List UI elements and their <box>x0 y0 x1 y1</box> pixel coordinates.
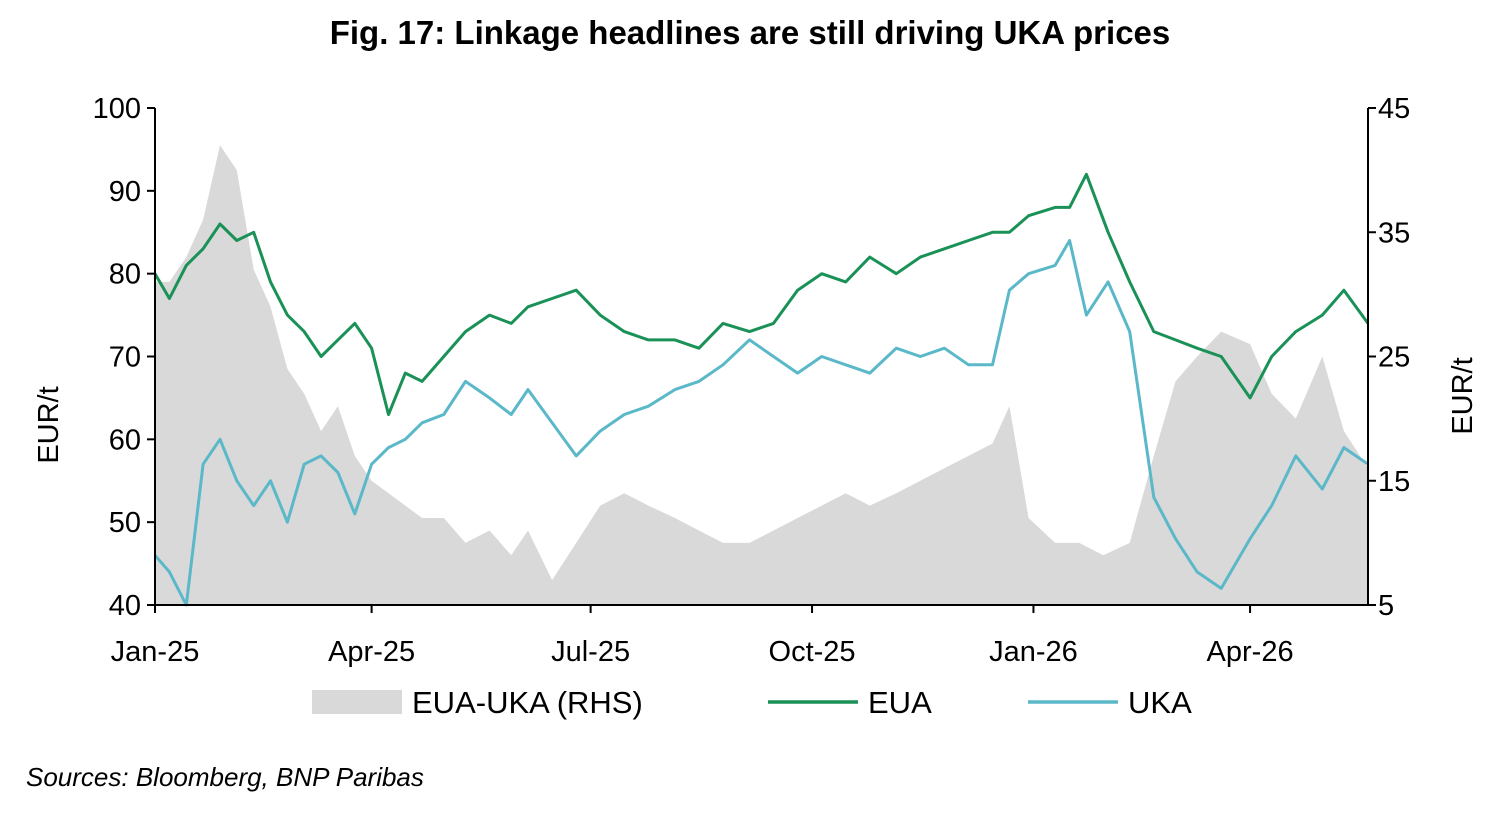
x-tick-label: Apr-25 <box>328 636 415 668</box>
price-lines-layer <box>153 172 1370 607</box>
x-tick-label: Jan-25 <box>111 636 200 668</box>
y2-tick-label: 5 <box>1378 590 1394 622</box>
y-tick-label: 60 <box>109 424 141 456</box>
legend-label-eua: EUA <box>868 685 932 720</box>
x-tick-label: Jan-26 <box>989 636 1078 668</box>
y-tick-label: 50 <box>109 507 141 539</box>
y2-axis-title: EUR/t <box>1447 357 1479 434</box>
series-line-eua <box>153 172 1370 416</box>
y-tick-label: 100 <box>93 93 141 125</box>
y2-tick-label: 45 <box>1378 93 1410 125</box>
y2-tick-label: 25 <box>1378 342 1410 374</box>
source-note: Sources: Bloomberg, BNP Paribas <box>26 762 424 792</box>
y2-tick-label: 15 <box>1378 466 1410 498</box>
chart: 40 50 60 70 80 90 100 5 15 25 35 45 Jan-25 Apr-25 Jul-… <box>33 93 1479 720</box>
x-tick-label: Jul-25 <box>551 636 630 668</box>
legend-label-uka: UKA <box>1128 685 1192 720</box>
y-tick-label: 40 <box>109 590 141 622</box>
chart-title: Fig. 17: Linkage headlines are still dri… <box>329 14 1171 51</box>
y2-tick-label: 35 <box>1378 217 1410 249</box>
y-axis-title: EUR/t <box>33 386 65 463</box>
y-tick-label: 80 <box>109 259 141 291</box>
series-area-eua-uka <box>155 145 1368 606</box>
y-tick-label: 90 <box>109 176 141 208</box>
axes: 40 50 60 70 80 90 100 5 15 25 35 45 Jan-25 Apr-25 Jul-… <box>33 93 1479 668</box>
x-tick-label: Oct-25 <box>769 636 856 668</box>
legend: EUA-UKA (RHS) EUA UKA <box>312 685 1192 720</box>
legend-swatch-eua-uka-rhs- <box>312 690 402 714</box>
legend-label-eua-uka-rhs-: EUA-UKA (RHS) <box>412 685 643 720</box>
y-tick-label: 70 <box>109 342 141 374</box>
series-line-uka <box>153 239 1369 607</box>
x-tick-label: Apr-26 <box>1207 636 1294 668</box>
spread-area-layer <box>155 145 1368 606</box>
